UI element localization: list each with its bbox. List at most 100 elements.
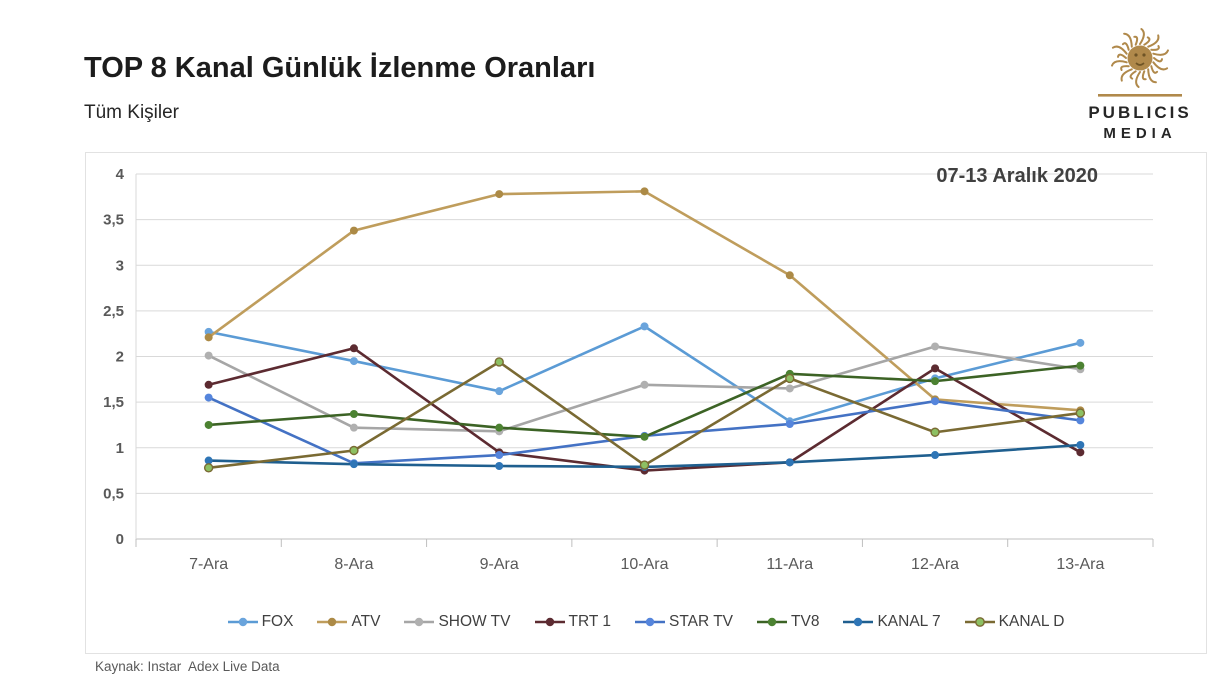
data-point-trt-1 bbox=[204, 380, 213, 389]
legend-item-kanal-7: KANAL 7 bbox=[843, 613, 941, 631]
legend-label: FOX bbox=[261, 613, 294, 630]
data-point-kanal-d bbox=[203, 463, 214, 473]
lion-mane-ray bbox=[1121, 42, 1130, 51]
data-point-atv bbox=[785, 271, 794, 280]
lion-mane-ray bbox=[1147, 68, 1157, 84]
x-axis-label: 12-Ara bbox=[911, 556, 959, 573]
legend-marker-icon bbox=[635, 617, 665, 627]
data-point-kanal-7 bbox=[931, 451, 940, 460]
x-axis-label: 11-Ara bbox=[766, 556, 813, 573]
x-axis-label: 13-Ara bbox=[1056, 556, 1104, 573]
y-axis-label: 0,5 bbox=[103, 485, 124, 502]
data-point-fox bbox=[204, 327, 213, 336]
y-axis-label: 1,5 bbox=[103, 394, 124, 411]
data-point-trt-1 bbox=[1076, 448, 1085, 457]
x-axis-label: 7-Ara bbox=[189, 556, 228, 573]
legend-label: ATV bbox=[351, 613, 381, 630]
data-point-fox bbox=[640, 322, 649, 331]
legend-item-show-tv: SHOW TV bbox=[404, 613, 511, 631]
legend-label: STAR TV bbox=[669, 613, 734, 630]
data-point-atv bbox=[204, 333, 213, 342]
data-point-atv bbox=[349, 226, 358, 235]
page-subtitle: Tüm Kişiler bbox=[84, 102, 180, 123]
data-point-show-tv bbox=[640, 380, 649, 389]
data-point-kanal-d bbox=[494, 357, 504, 367]
legend-marker-icon bbox=[227, 617, 258, 627]
data-point-show-tv bbox=[931, 342, 940, 351]
y-axis-label: 4 bbox=[116, 166, 125, 183]
data-point-tv8 bbox=[495, 423, 504, 432]
data-point-kanal-7 bbox=[495, 462, 504, 470]
lion-mane-ray bbox=[1152, 61, 1169, 71]
lion-mane-ray bbox=[1123, 32, 1133, 48]
lion-mane-ray bbox=[1153, 57, 1163, 63]
y-axis-label: 3 bbox=[116, 257, 124, 274]
legend-marker-icon bbox=[317, 617, 348, 627]
data-point-tv8 bbox=[1076, 361, 1085, 370]
logo-text-media: MEDIA bbox=[1103, 125, 1177, 142]
data-point-kanal-7 bbox=[349, 460, 358, 469]
y-axis-label: 0 bbox=[116, 531, 124, 548]
data-point-kanal-d bbox=[349, 445, 359, 456]
lion-mane-ray bbox=[1111, 45, 1128, 55]
lion-mane-ray bbox=[1143, 36, 1151, 46]
publicis-lion-icon bbox=[1098, 28, 1182, 97]
data-point-kanal-d bbox=[1075, 408, 1086, 418]
lion-mane-ray bbox=[1150, 45, 1160, 51]
x-axis-label: 8-Ara bbox=[334, 556, 373, 573]
data-point-tv8 bbox=[640, 432, 649, 441]
page-title: TOP 8 Kanal Günlük İzlenme Oranları bbox=[84, 52, 596, 84]
lion-mane-ray bbox=[1120, 68, 1133, 82]
data-point-trt-1 bbox=[349, 344, 358, 353]
data-point-trt-1 bbox=[931, 364, 940, 373]
legend-marker-icon bbox=[843, 617, 874, 627]
data-point-kanal-7 bbox=[785, 458, 794, 467]
legend-label: KANAL D bbox=[998, 613, 1065, 630]
legend-item-tv8: TV8 bbox=[757, 613, 819, 631]
data-point-atv bbox=[640, 187, 649, 196]
x-axis-label: 9-Ara bbox=[480, 556, 519, 573]
chart-area: 4 3,5 3 2,5 2 1,5 1 0,5 0 7-Ara 8-Ara 9-Ara 10-Ara 11… bbox=[85, 152, 1207, 654]
lion-mane-ray bbox=[1111, 60, 1128, 67]
lion-mane-ray bbox=[1133, 35, 1139, 46]
legend-label: TRT 1 bbox=[568, 613, 612, 630]
data-point-show-tv bbox=[349, 423, 358, 432]
data-point-tv8 bbox=[204, 420, 213, 429]
legend-item-trt-1: TRT 1 bbox=[534, 613, 612, 631]
logo-divider bbox=[1098, 94, 1182, 97]
lion-mane-ray bbox=[1135, 71, 1141, 88]
lion-mane-ray bbox=[1117, 53, 1127, 59]
lion-mane-ray bbox=[1120, 65, 1130, 71]
legend-label: KANAL 7 bbox=[877, 613, 941, 630]
chart-period-label: 07-13 Aralık 2020 bbox=[936, 165, 1098, 187]
line-chart: 4 3,5 3 2,5 2 1,5 1 0,5 0 7-Ara 8-Ara 9-Ara 10-Ara 11… bbox=[103, 166, 1154, 573]
lion-mane-ray bbox=[1152, 49, 1169, 56]
logo-text-publicis: PUBLICIS bbox=[1088, 103, 1192, 122]
lion-face bbox=[1127, 45, 1153, 71]
legend-marker-icon bbox=[757, 617, 788, 627]
data-point-star-tv bbox=[931, 397, 940, 406]
data-point-kanal-d bbox=[930, 427, 940, 437]
legend-marker-icon bbox=[404, 617, 435, 627]
data-point-fox bbox=[349, 357, 358, 366]
lion-mane-ray bbox=[1150, 65, 1159, 74]
data-point-tv8 bbox=[931, 377, 940, 386]
data-point-star-tv bbox=[204, 393, 213, 402]
data-point-show-tv bbox=[204, 351, 213, 360]
legend-item-star-tv: STAR TV bbox=[635, 613, 733, 631]
source-note: Kaynak: Instar Adex Live Data bbox=[95, 659, 280, 674]
chart-legend: FOX ATV SHOW TV TRT 1 STAR TV TV8 KANAL 7 KANAL… bbox=[86, 613, 1206, 631]
publicis-media-logo: PUBLICIS MEDIA bbox=[1072, 22, 1208, 142]
data-point-tv8 bbox=[349, 409, 358, 418]
y-axis-label: 2 bbox=[116, 349, 124, 366]
legend-marker-icon bbox=[964, 617, 995, 627]
data-point-kanal-7 bbox=[1076, 441, 1085, 450]
data-point-star-tv bbox=[785, 420, 794, 429]
data-point-star-tv bbox=[495, 451, 504, 460]
x-axis-label: 10-Ara bbox=[620, 556, 668, 573]
lion-mane-ray bbox=[1129, 70, 1137, 80]
data-point-kanal-d bbox=[785, 373, 795, 384]
data-point-star-tv bbox=[1076, 416, 1085, 425]
series-line-fox bbox=[208, 325, 1081, 423]
